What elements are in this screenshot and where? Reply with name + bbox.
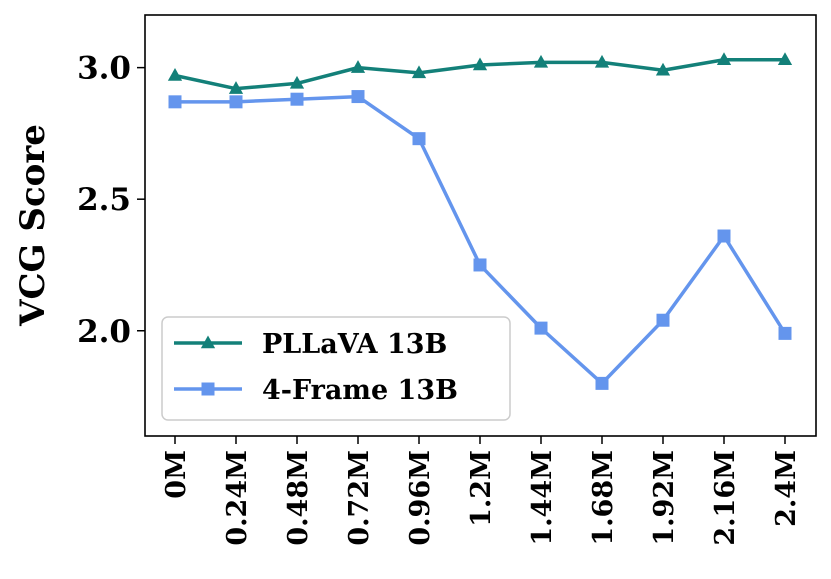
x-tick-label: 0.96M (405, 450, 436, 546)
data-point-square (412, 132, 426, 146)
data-point-square (229, 95, 243, 109)
legend-marker-triangle (200, 335, 216, 349)
y-tick-label: 2.5 (77, 182, 131, 218)
data-point-square (351, 90, 365, 104)
x-tick-label: 1.68M (588, 450, 619, 546)
series-pllava (167, 52, 793, 94)
x-tick-label: 0.48M (283, 450, 314, 546)
data-point-square (656, 313, 670, 327)
x-tick-label: 2.16M (710, 450, 741, 546)
x-tick-label: 1.2M (466, 450, 497, 527)
data-point-triangle (777, 52, 793, 65)
data-point-square (717, 229, 731, 243)
data-point-triangle (411, 65, 427, 79)
x-tick-label: 0.24M (222, 450, 253, 546)
data-point-square (473, 258, 487, 272)
legend-label-pllava: PLLaVA 13B (262, 329, 447, 360)
legend-marker-square (201, 382, 215, 396)
data-point-square (534, 321, 548, 335)
data-point-square (778, 326, 792, 340)
y-axis: 2.0 2.5 3.0 (77, 51, 145, 350)
legend: PLLaVA 13B 4-Frame 13B (161, 316, 511, 421)
series-4frame (168, 90, 792, 390)
data-point-square (168, 95, 182, 109)
x-tick-label: 1.44M (527, 450, 558, 546)
x-tick-label: 0M (161, 450, 192, 499)
data-point-triangle (167, 68, 183, 81)
data-point-triangle (289, 75, 305, 89)
data-point-triangle (228, 81, 244, 94)
x-tick-label: 2.4M (771, 450, 802, 527)
y-tick-label: 3.0 (77, 51, 131, 87)
x-tick-label: 0.72M (344, 450, 375, 546)
x-axis: 0M 0.24M 0.48M 0.72M 0.96M 1.2M 1.44M 1.68M 1.92… (161, 436, 802, 546)
data-point-triangle (472, 57, 488, 71)
data-point-square (595, 376, 609, 390)
legend-label-4frame: 4-Frame 13B (262, 375, 458, 406)
series-layer (167, 52, 793, 390)
y-tick-label: 2.0 (77, 314, 131, 350)
legend-box (161, 316, 511, 421)
data-point-triangle (594, 54, 610, 68)
x-tick-label: 1.92M (649, 450, 680, 546)
data-point-triangle (716, 52, 732, 65)
data-point-triangle (655, 62, 671, 76)
y-axis-label: VCG Score (13, 124, 53, 327)
data-point-triangle (533, 54, 549, 68)
data-point-triangle (350, 60, 366, 73)
data-point-square (290, 92, 304, 106)
